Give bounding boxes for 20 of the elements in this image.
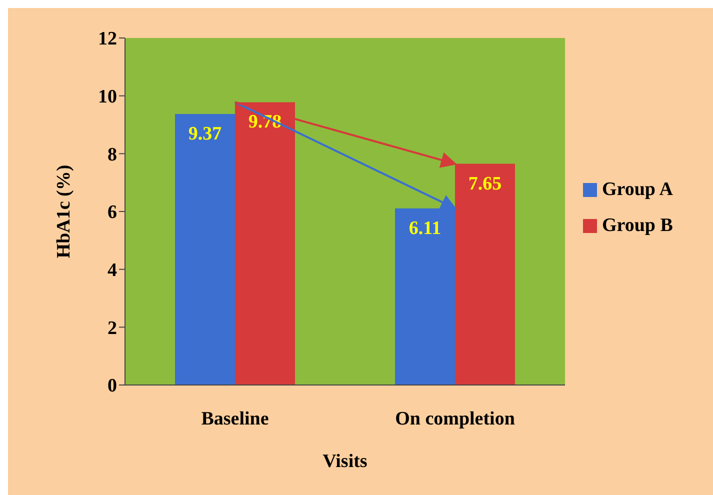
x-tick-label: On completion bbox=[395, 408, 516, 430]
legend-label: Group B bbox=[602, 214, 673, 238]
y-tick-label: 10 bbox=[98, 86, 117, 108]
y-axis-title: HbA1c (%) bbox=[54, 164, 75, 258]
bar bbox=[175, 114, 235, 385]
data-label: 6.11 bbox=[408, 218, 442, 239]
bar bbox=[235, 102, 295, 385]
bar bbox=[395, 208, 455, 385]
x-tick-label: Baseline bbox=[201, 408, 269, 430]
y-tick-label: 8 bbox=[108, 144, 117, 166]
y-tick-label: 4 bbox=[108, 260, 118, 282]
bar bbox=[455, 164, 515, 385]
data-label: 7.65 bbox=[468, 173, 502, 194]
legend-label: Group A bbox=[602, 178, 673, 202]
y-tick-label: 6 bbox=[108, 202, 117, 224]
y-tick-label: 0 bbox=[108, 376, 117, 397]
y-tick-label: 2 bbox=[108, 318, 117, 339]
y-tick-label: 12 bbox=[98, 28, 117, 50]
x-axis-title: Visits bbox=[322, 451, 368, 472]
data-label: 9.37 bbox=[188, 124, 222, 145]
